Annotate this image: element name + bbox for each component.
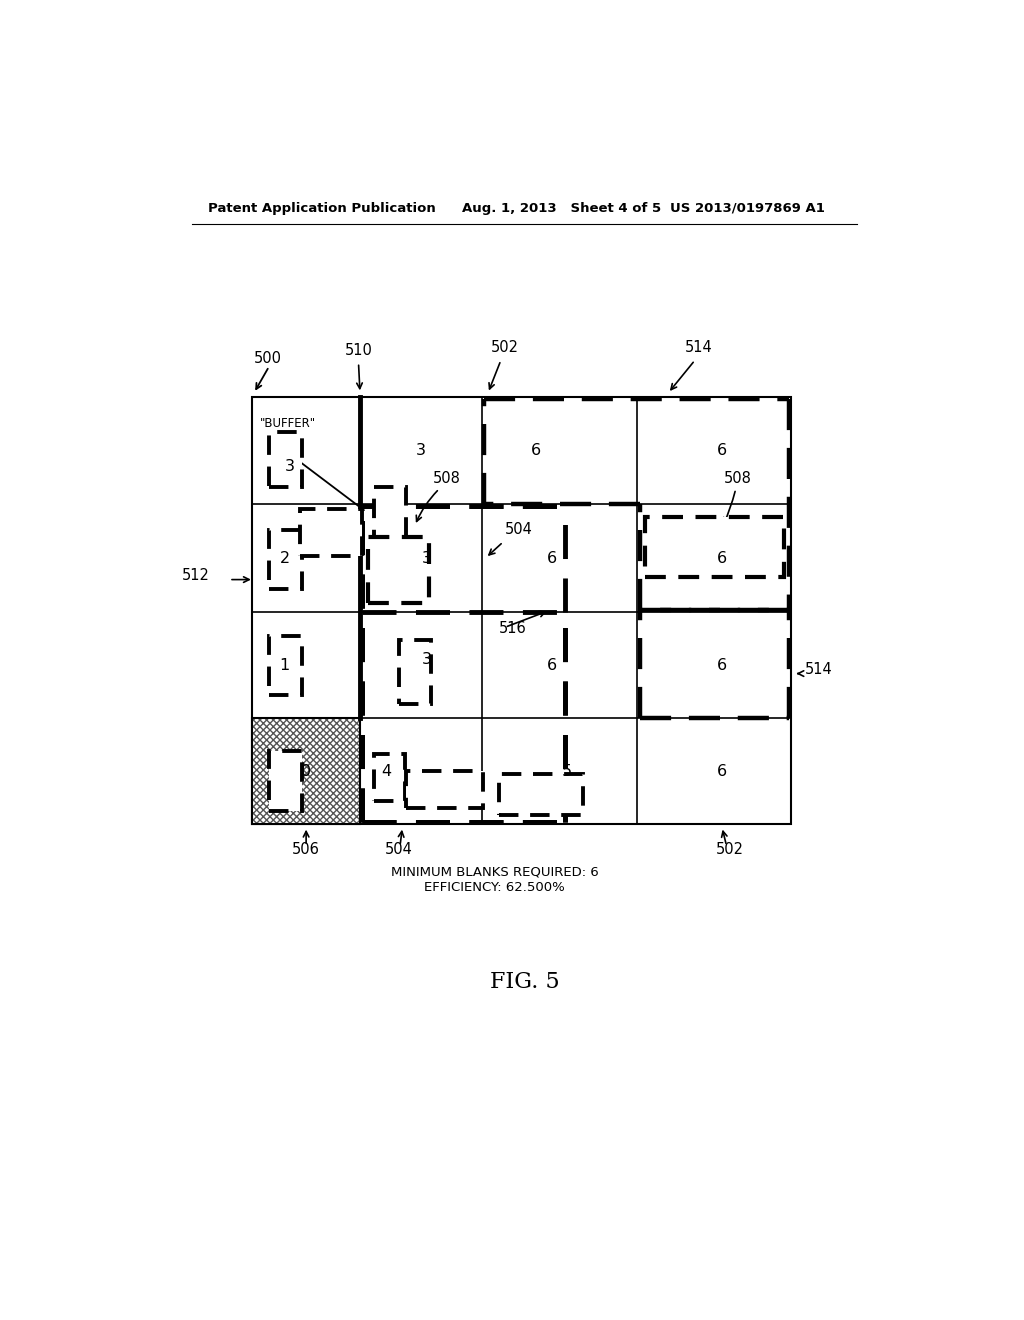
Text: 516: 516	[499, 622, 526, 636]
Text: FIG. 5: FIG. 5	[490, 972, 559, 994]
Text: 2: 2	[280, 550, 290, 565]
Bar	[252, 718, 360, 825]
Bar	[269, 529, 301, 589]
Text: 6: 6	[717, 444, 727, 458]
Text: US 2013/0197869 A1: US 2013/0197869 A1	[670, 202, 824, 215]
Text: 5: 5	[562, 764, 572, 779]
Text: 508: 508	[433, 470, 461, 486]
Bar	[252, 397, 792, 825]
Text: "BUFFER": "BUFFER"	[260, 417, 316, 430]
Bar	[374, 754, 404, 801]
Bar	[368, 537, 429, 603]
Text: 506: 506	[292, 842, 321, 857]
Text: 514: 514	[805, 661, 833, 677]
Text: Patent Application Publication: Patent Application Publication	[208, 202, 435, 215]
Bar	[374, 487, 407, 598]
Text: 1: 1	[280, 657, 290, 673]
Bar	[407, 771, 483, 808]
Bar	[645, 517, 783, 577]
Bar	[398, 640, 431, 705]
Text: 0: 0	[301, 764, 311, 779]
Bar	[269, 432, 301, 487]
Text: 6: 6	[717, 764, 727, 779]
Bar	[300, 508, 361, 557]
Text: 3: 3	[422, 652, 432, 667]
Text: 6: 6	[547, 550, 557, 565]
Text: 504: 504	[505, 523, 532, 537]
Text: 6: 6	[717, 657, 727, 673]
Text: 4: 4	[382, 764, 392, 779]
Text: EFFICIENCY: 62.500%: EFFICIENCY: 62.500%	[424, 880, 565, 894]
Text: 3: 3	[416, 444, 426, 458]
Text: 6: 6	[531, 444, 541, 458]
Text: 502: 502	[490, 341, 519, 355]
Text: MINIMUM BLANKS REQUIRED: 6: MINIMUM BLANKS REQUIRED: 6	[391, 866, 599, 879]
Text: Aug. 1, 2013   Sheet 4 of 5: Aug. 1, 2013 Sheet 4 of 5	[462, 202, 660, 215]
Text: 504: 504	[385, 842, 413, 857]
Bar	[269, 751, 301, 810]
Text: 512: 512	[182, 568, 210, 582]
Bar	[499, 774, 584, 816]
Text: 3: 3	[285, 459, 295, 474]
Text: 510: 510	[344, 343, 373, 358]
Text: 508: 508	[723, 470, 752, 486]
Bar	[252, 718, 360, 825]
Text: 502: 502	[716, 842, 743, 857]
Text: 514: 514	[685, 341, 713, 355]
Text: 500: 500	[254, 351, 282, 366]
Text: 3: 3	[422, 550, 432, 565]
Text: 6: 6	[547, 657, 557, 673]
Text: 6: 6	[717, 550, 727, 565]
Bar	[269, 636, 301, 696]
